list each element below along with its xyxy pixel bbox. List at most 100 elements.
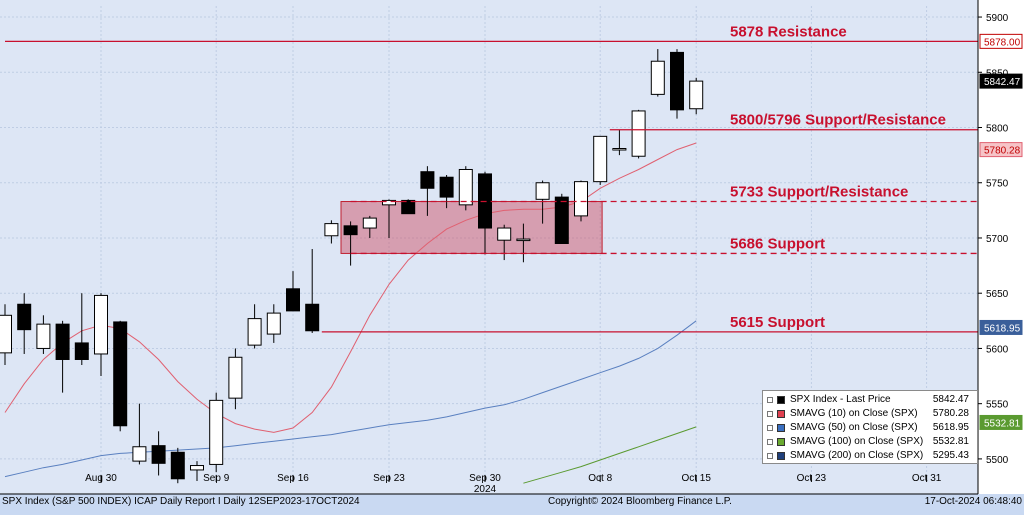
legend-checkbox-icon[interactable] bbox=[767, 453, 773, 459]
legend-item-sma100: SMAVG (100) on Close (SPX) 5532.81 bbox=[767, 435, 973, 449]
legend-value: 5295.43 bbox=[932, 450, 969, 461]
candle-body bbox=[516, 238, 531, 242]
candle-body bbox=[151, 445, 166, 464]
y-tick-label: 5650 bbox=[986, 289, 1009, 300]
series-line-smavg-50- bbox=[4, 320, 697, 478]
legend-item-sma200: SMAVG (200) on Close (SPX) 5295.43 bbox=[767, 449, 973, 463]
candle-body bbox=[362, 217, 377, 229]
footer-source: SPX Index (S&P 500 INDEX) ICAP Daily Rep… bbox=[2, 496, 360, 507]
y-tick-label: 5500 bbox=[986, 455, 1009, 466]
candle-body bbox=[113, 321, 128, 427]
axis-value-tag bbox=[979, 33, 1023, 49]
candle-body bbox=[286, 288, 300, 312]
footer-timestamp: 17-Oct-2024 06:48:40 bbox=[924, 496, 1022, 507]
candle-body bbox=[343, 225, 358, 236]
axis-value-tag-text: 5780.28 bbox=[984, 146, 1021, 157]
legend-label: SMAVG (50) on Close (SPX) bbox=[790, 422, 918, 433]
y-tick-label: 5700 bbox=[986, 234, 1009, 245]
legend-swatch bbox=[777, 452, 785, 460]
legend-checkbox-icon[interactable] bbox=[767, 411, 773, 417]
level-label: 5800/5796 Support/Resistance bbox=[730, 112, 946, 129]
y-tick-label: 5600 bbox=[986, 344, 1009, 355]
footer: SPX Index (S&P 500 INDEX) ICAP Daily Rep… bbox=[0, 494, 1024, 510]
legend-checkbox-icon[interactable] bbox=[767, 425, 773, 431]
x-tick-label: Oct 31 bbox=[912, 473, 942, 484]
candle-body bbox=[535, 182, 550, 200]
candle-body bbox=[170, 451, 185, 480]
candle-body bbox=[266, 312, 281, 335]
legend-item-sma50: SMAVG (50) on Close (SPX) 5618.95 bbox=[767, 421, 973, 435]
level-label: 5733 Support/Resistance bbox=[730, 184, 908, 201]
x-year-label: 2024 bbox=[474, 484, 497, 495]
legend-swatch bbox=[777, 396, 785, 404]
candle-body bbox=[247, 318, 262, 346]
legend-value: 5780.28 bbox=[932, 408, 969, 419]
x-tick-label: Oct 8 bbox=[588, 473, 612, 484]
axis-value-tag bbox=[979, 414, 1023, 430]
legend-label: SMAVG (100) on Close (SPX) bbox=[790, 436, 924, 447]
candle-body bbox=[689, 80, 704, 110]
level-label: 5878 Resistance bbox=[730, 23, 847, 40]
legend-checkbox-icon[interactable] bbox=[767, 397, 773, 403]
y-tick-label: 5750 bbox=[986, 179, 1009, 190]
candle-body bbox=[190, 465, 204, 471]
legend-value: 5532.81 bbox=[932, 436, 969, 447]
candle-body bbox=[458, 168, 473, 206]
level-label: 5615 Support bbox=[730, 314, 825, 331]
axis-value-tag-text: 5618.95 bbox=[984, 323, 1021, 334]
legend-item-price: SPX Index - Last Price 5842.47 bbox=[767, 393, 973, 407]
axis-value-tag-text: 5878.00 bbox=[984, 37, 1021, 48]
axis-value-tag-text: 5842.47 bbox=[984, 77, 1021, 88]
legend-checkbox-icon[interactable] bbox=[767, 439, 773, 445]
candle-body bbox=[670, 51, 684, 111]
candle-body bbox=[36, 323, 51, 349]
series-line-smavg-100- bbox=[523, 426, 697, 484]
candle-body bbox=[228, 356, 243, 399]
candle-body bbox=[17, 303, 32, 331]
candle-body bbox=[0, 314, 12, 354]
candle-body bbox=[554, 196, 569, 244]
footer-copyright: Copyright© 2024 Bloomberg Finance L.P. bbox=[548, 496, 732, 507]
axis-value-tag-text: 5532.81 bbox=[984, 418, 1021, 429]
candle-body bbox=[631, 110, 646, 157]
x-tick-label: Sep 9 bbox=[203, 473, 230, 484]
y-tick-label: 5800 bbox=[986, 124, 1009, 135]
legend-item-sma10: SMAVG (10) on Close (SPX) 5780.28 bbox=[767, 407, 973, 421]
x-tick-label: Sep 30 bbox=[469, 473, 501, 484]
x-tick-label: Aug 30 bbox=[85, 473, 117, 484]
candle-body bbox=[439, 176, 454, 198]
axis-value-tag bbox=[979, 319, 1023, 335]
candle-body bbox=[209, 399, 224, 465]
legend-swatch bbox=[777, 438, 785, 446]
candle-body bbox=[593, 135, 608, 183]
y-tick-label: 5900 bbox=[986, 13, 1009, 24]
axis-value-tag bbox=[979, 142, 1023, 158]
candle-body bbox=[420, 171, 435, 189]
legend-swatch bbox=[777, 424, 785, 432]
candle-body bbox=[55, 323, 70, 360]
candle-body bbox=[497, 227, 512, 241]
x-tick-label: Oct 23 bbox=[797, 473, 827, 484]
x-tick-label: Sep 23 bbox=[373, 473, 405, 484]
x-tick-label: Oct 15 bbox=[681, 473, 711, 484]
legend-value: 5842.47 bbox=[932, 394, 969, 405]
legend-swatch bbox=[777, 410, 785, 418]
legend-value: 5618.95 bbox=[932, 422, 969, 433]
candle-body bbox=[574, 181, 588, 217]
candle-body bbox=[382, 199, 396, 206]
level-label: 5686 Support bbox=[730, 235, 825, 252]
candle-body bbox=[650, 60, 665, 95]
candle-body bbox=[612, 148, 627, 151]
x-tick-label: Sep 16 bbox=[277, 473, 309, 484]
axis-value-tag bbox=[979, 73, 1023, 89]
candle-body bbox=[132, 446, 147, 462]
candle-body bbox=[94, 294, 108, 355]
legend-label: SPX Index - Last Price bbox=[790, 394, 891, 405]
legend-label: SMAVG (10) on Close (SPX) bbox=[790, 408, 918, 419]
candle-body bbox=[401, 199, 416, 215]
candle-body bbox=[324, 223, 339, 237]
legend: SPX Index - Last Price 5842.47 SMAVG (10… bbox=[762, 390, 978, 464]
legend-label: SMAVG (200) on Close (SPX) bbox=[790, 450, 924, 461]
